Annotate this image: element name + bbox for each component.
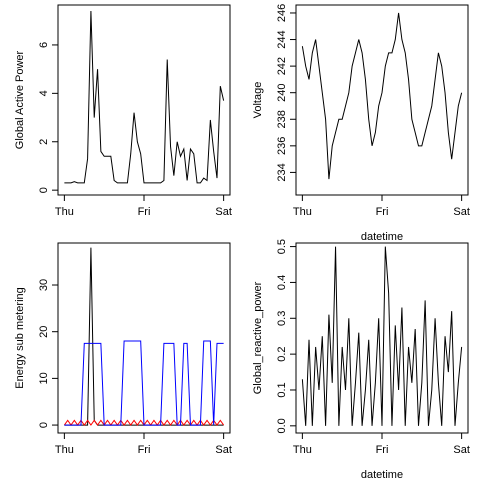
- series-line: [64, 247, 224, 426]
- y-axis-label: Energy sub metering: [14, 287, 26, 389]
- y-tick-label: 240: [276, 84, 288, 102]
- plot-frame: [295, 4, 469, 196]
- y-tick-label: 0.2: [276, 346, 288, 361]
- x-tick-label: Thu: [293, 206, 312, 218]
- x-tick-label: Sat: [215, 206, 232, 218]
- x-tick-label: Fri: [376, 206, 389, 218]
- y-tick-label: 0.0: [276, 418, 288, 433]
- x-tick-label: Sat: [453, 444, 470, 456]
- x-tick-label: Fri: [138, 444, 151, 456]
- y-tick-label: 20: [38, 326, 50, 338]
- series-line: [301, 246, 463, 426]
- x-axis-label: datetime: [361, 469, 403, 480]
- series-line: [301, 12, 463, 180]
- series-line: [64, 340, 224, 426]
- x-tick-label: Thu: [55, 444, 74, 456]
- y-tick-label: 4: [38, 90, 50, 96]
- y-tick-label: 236: [276, 137, 288, 155]
- y-tick-label: 234: [276, 163, 288, 181]
- y-tick-label: 30: [38, 279, 50, 291]
- y-tick-label: 6: [38, 42, 50, 48]
- x-tick-label: Sat: [215, 444, 232, 456]
- x-axis-label: datetime: [361, 231, 403, 243]
- y-tick-label: 0.4: [276, 275, 288, 290]
- x-tick-label: Thu: [293, 444, 312, 456]
- y-tick-label: 0: [38, 422, 50, 428]
- y-tick-label: 0.5: [276, 239, 288, 254]
- x-tick-label: Thu: [55, 206, 74, 218]
- y-tick-label: 0: [38, 187, 50, 193]
- plot-frame: [57, 4, 231, 196]
- plot-frame: [57, 242, 231, 434]
- y-tick-label: 0.1: [276, 382, 288, 397]
- y-tick-label: 246: [276, 4, 288, 22]
- y-tick-label: 242: [276, 57, 288, 75]
- y-tick-label: 10: [38, 372, 50, 384]
- y-tick-label: 238: [276, 110, 288, 128]
- series-line: [64, 11, 225, 184]
- y-tick-label: 2: [38, 139, 50, 145]
- y-axis-label: Global_reactive_power: [252, 281, 264, 394]
- y-tick-label: 0.3: [276, 311, 288, 326]
- y-tick-label: 244: [276, 30, 288, 48]
- x-tick-label: Sat: [453, 206, 470, 218]
- y-axis-label: Voltage: [252, 82, 264, 119]
- x-tick-label: Fri: [138, 206, 151, 218]
- x-tick-label: Fri: [376, 444, 389, 456]
- y-axis-label: Global Active Power: [14, 50, 26, 149]
